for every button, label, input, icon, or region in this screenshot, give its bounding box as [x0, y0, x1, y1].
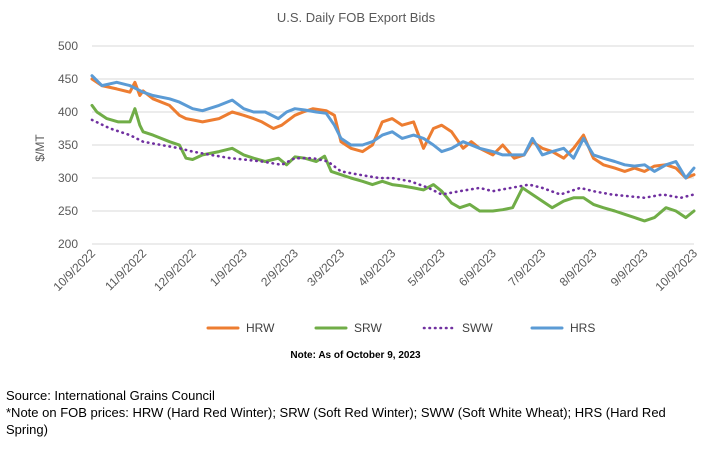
chart-title: U.S. Daily FOB Export Bids [277, 10, 436, 25]
legend-label-srw: SRW [354, 321, 382, 335]
x-tick-label: 11/9/2022 [102, 246, 149, 293]
line-chart: U.S. Daily FOB Export Bids $/MT 200 250 30… [33, 10, 700, 335]
x-tick-label: 8/9/2023 [557, 246, 600, 289]
y-tick-label: 300 [58, 171, 78, 185]
series-line-hrw [90, 77, 696, 180]
x-tick-label: 4/9/2023 [355, 246, 398, 289]
source-text: Source: International Grains Council [6, 388, 215, 403]
y-tick-label: 450 [58, 72, 78, 86]
y-tick-label: 200 [58, 237, 78, 251]
x-tick-label: 3/9/2023 [304, 246, 347, 289]
x-tick-label: 12/9/2022 [151, 246, 199, 294]
x-tick-label: 2/9/2023 [258, 246, 301, 289]
series-line-sww [90, 118, 696, 200]
x-tick-label: 6/9/2023 [456, 246, 499, 289]
legend-label-sww: SWW [462, 321, 493, 335]
footnote-text: *Note on FOB prices: HRW (Hard Red Winte… [6, 405, 666, 437]
legend-label-hrw: HRW [246, 321, 275, 335]
legend-label-hrs: HRS [570, 321, 595, 335]
x-tick-label: 5/9/2023 [405, 246, 448, 289]
x-tick-label: 10/9/2022 [50, 246, 98, 294]
chart-note: Note: As of October 9, 2023 [290, 350, 421, 361]
x-tick-labels: 10/9/2022 11/9/2022 12/9/2022 1/9/2023 2/9/2… [50, 246, 700, 294]
y-tick-label: 350 [58, 138, 78, 152]
x-tick-label: 10/9/2023 [652, 246, 700, 294]
y-axis-label: $/MT [33, 134, 47, 162]
x-tick-label: 7/9/2023 [505, 246, 548, 289]
y-tick-label: 400 [58, 105, 78, 119]
series-line-srw [90, 103, 696, 223]
series-lines [90, 74, 696, 223]
x-tick-label: 1/9/2023 [207, 246, 250, 289]
gridlines [92, 45, 694, 245]
chart-area: U.S. Daily FOB Export Bids $/MT 200 250 30… [33, 10, 700, 335]
y-tick-labels: 200 250 300 350 400 450 500 [58, 39, 78, 251]
y-tick-label: 250 [58, 204, 78, 218]
legend: HRW SRW SWW HRS [206, 321, 595, 335]
x-tick-label: 9/9/2023 [608, 246, 651, 289]
source-block: Source: International Grains Council *No… [6, 387, 706, 438]
y-tick-label: 500 [58, 39, 78, 53]
series-line-hrs [90, 74, 696, 180]
